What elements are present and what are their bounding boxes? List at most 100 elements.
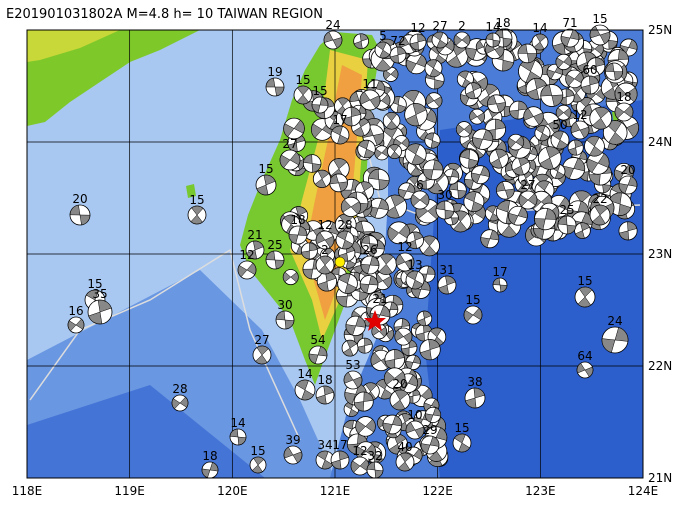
depth-label: 54 [310,333,325,347]
beachball-quadrant [255,354,268,365]
beachball-quadrant [296,94,309,105]
beachball-quadrant [534,218,546,230]
depth-label: 2 [458,19,466,33]
depth-label: 12 [410,21,425,35]
beachball-quadrant [577,296,592,308]
beachball-quadrant [378,326,387,338]
longitude-label: 123E [525,484,556,498]
beachball-quadrant [458,70,470,80]
station [334,256,346,268]
beachball-quadrant [293,119,305,134]
depth-label: 15 [312,84,327,98]
latitude-label: 22N [648,359,672,373]
beachball-quadrant [623,164,634,177]
beachball-quadrant [428,450,443,462]
beachball-quadrant [329,174,339,185]
beachball-quadrant [533,228,545,240]
beachball-quadrant [424,132,435,141]
beachball-quadrant [331,459,342,470]
beachball-quadrant [485,32,494,41]
beachball-quadrant [359,33,369,42]
beachball-quadrant [296,379,309,391]
beachball-quadrant [398,461,411,472]
beachball-quadrant [369,256,380,267]
beachball-quadrant [424,109,437,124]
beachball-quadrant [471,172,481,184]
beachball-quadrant [471,201,484,212]
depth-label: 32 [367,449,382,463]
beachball-quadrant [578,286,593,298]
beachball-quadrant [426,59,438,69]
beachball-quadrant [401,413,413,423]
beachball-quadrant [544,208,557,220]
depth-label: 2 [321,243,329,257]
beachball-quadrant [365,382,378,392]
beachball-quadrant [557,215,568,226]
beachball-quadrant [209,462,219,472]
beachball-quadrant [341,199,352,213]
beachball-quadrant [456,124,465,135]
depth-label: 12 [239,248,254,262]
beachball-quadrant [535,33,547,43]
depth-label: 28 [337,218,352,232]
beachball-quadrant [360,181,373,192]
depth-label: 15 [250,444,265,458]
depth-label: 64 [577,349,592,363]
beachball-quadrant [480,237,491,248]
beachball-quadrant [237,265,248,278]
beachball-quadrant [384,370,396,386]
beachball-quadrant [309,242,318,252]
longitude-label: 121E [320,484,351,498]
beachball-quadrant [319,255,332,266]
beachball-quadrant [85,289,99,301]
beachball-quadrant [363,391,374,402]
depth-label: 17 [492,265,507,279]
beachball-quadrant [283,446,294,459]
beachball-quadrant [315,232,326,245]
beachball-quadrant [454,433,466,444]
beachball-quadrant [563,55,572,67]
depth-label: 19 [267,65,282,79]
depth-label: 12 [397,240,412,254]
beachball-quadrant [536,180,550,191]
beachball-quadrant [540,84,553,97]
beachball-quadrant [191,205,204,216]
beachball-quadrant [614,169,625,182]
beachball-quadrant [561,119,571,127]
beachball-quadrant [570,121,581,134]
beachball-quadrant [246,262,257,275]
beachball-quadrant [282,271,292,283]
beachball-quadrant [369,243,378,252]
beachball-quadrant [394,329,404,342]
beachball-quadrant [295,206,307,216]
beachball-quadrant [599,31,611,45]
depth-label: 16 [68,304,83,318]
beachball-quadrant [556,139,568,150]
beachball-quadrant [348,408,359,417]
depth-label: 21 [247,228,262,242]
beachball-quadrant [324,235,335,248]
depth-label: 39 [285,433,300,447]
beachball-quadrant [602,184,612,194]
beachball-quadrant [627,176,638,187]
beachball-quadrant [246,249,258,260]
beachball-quadrant [317,281,329,292]
beachball-quadrant [316,450,329,461]
beachball-quadrant [617,49,629,60]
depth-label: 18 [616,90,631,104]
depth-label: 53 [345,358,360,372]
beachball-quadrant [394,349,405,360]
beachball-quadrant [407,239,418,249]
beachball-quadrant [358,139,370,150]
beachball-quadrant [563,107,572,118]
beachball-quadrant [579,126,590,139]
depth-label: 14 [230,416,245,430]
beachball-quadrant [350,460,361,473]
beachball-quadrant [379,305,391,318]
beachball-quadrant [425,413,434,423]
beachball-quadrant [551,94,564,107]
beachball-quadrant [586,158,599,173]
beachball-quadrant [584,366,594,378]
beachball-quadrant [412,103,427,116]
beachball-quadrant [414,426,425,439]
